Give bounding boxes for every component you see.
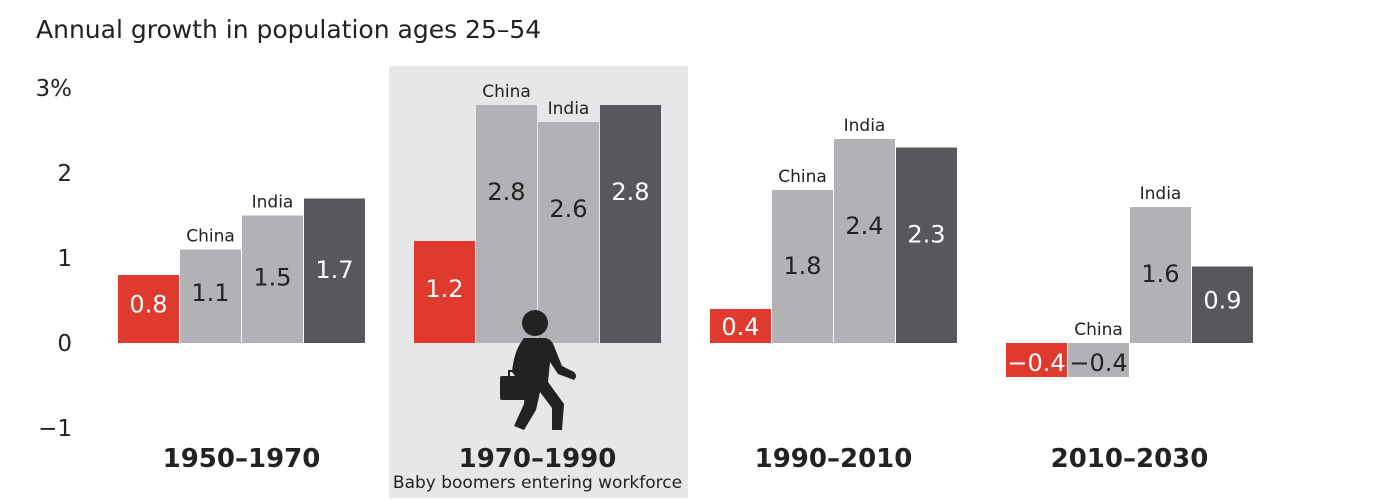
bar bbox=[896, 147, 957, 343]
country-label: India bbox=[1140, 184, 1182, 204]
bar-group: 0.4 1.8 China 2.4 India 2.3 1990–2010 bbox=[710, 116, 957, 474]
bar-value-label: −0.4 bbox=[1007, 349, 1065, 377]
bar-value-label: 2.6 bbox=[549, 195, 587, 223]
bar-groups: 0.8 1.1 China 1.5 India 1.7 1950–1970 1.2 2.8 Chi… bbox=[118, 82, 1253, 493]
bar bbox=[538, 122, 599, 343]
bar bbox=[1006, 343, 1067, 377]
bar-group: 0.8 1.1 China 1.5 India 1.7 1950–1970 bbox=[118, 193, 365, 474]
person-with-briefcase-icon bbox=[500, 310, 576, 430]
bar bbox=[1068, 343, 1129, 377]
country-label: China bbox=[482, 82, 531, 102]
bar-value-label: 2.8 bbox=[611, 178, 649, 206]
bar-value-label: 1.8 bbox=[783, 252, 821, 280]
bar-value-label: 1.7 bbox=[315, 256, 353, 284]
bar-value-label: 0.4 bbox=[721, 313, 759, 341]
y-tick-label: −1 bbox=[38, 416, 72, 442]
chart-title: Annual growth in population ages 25–54 bbox=[36, 15, 541, 44]
bar bbox=[304, 198, 365, 343]
bar bbox=[710, 309, 771, 343]
bar bbox=[476, 105, 537, 343]
y-tick-label: 0 bbox=[57, 331, 72, 357]
period-label: 2010–2030 bbox=[1051, 444, 1209, 474]
bar-value-label: 1.1 bbox=[191, 279, 229, 307]
bar-value-label: 0.9 bbox=[1203, 287, 1241, 315]
bar bbox=[242, 215, 303, 343]
bar bbox=[772, 190, 833, 343]
y-axis-ticks: 3% 2 1 0 −1 bbox=[36, 76, 73, 442]
country-label: India bbox=[844, 116, 886, 136]
bar-value-label: 2.3 bbox=[907, 221, 945, 249]
y-tick-label: 3% bbox=[36, 76, 73, 102]
bar bbox=[414, 241, 475, 343]
y-tick-label: 1 bbox=[57, 246, 72, 272]
country-label: China bbox=[186, 227, 235, 247]
period-sublabel: Baby boomers entering workforce bbox=[393, 473, 682, 493]
bar-value-label: 1.6 bbox=[1141, 260, 1179, 288]
y-tick-label: 2 bbox=[57, 161, 72, 187]
bar bbox=[834, 139, 895, 343]
bar-value-label: 1.2 bbox=[425, 275, 463, 303]
bar-value-label: 1.5 bbox=[253, 264, 291, 292]
bar bbox=[1130, 207, 1191, 343]
period-label: 1950–1970 bbox=[163, 444, 321, 474]
bar bbox=[600, 105, 661, 343]
bar-value-label: 2.4 bbox=[845, 212, 883, 240]
country-label: India bbox=[252, 193, 294, 213]
bar-group: −0.4 −0.4 China 1.6 India 0.9 2010–2030 bbox=[1006, 184, 1253, 474]
bar bbox=[118, 275, 179, 343]
country-label: India bbox=[548, 99, 590, 119]
bar-value-label: −0.4 bbox=[1069, 349, 1127, 377]
bar bbox=[180, 249, 241, 343]
country-label: China bbox=[1074, 320, 1123, 340]
bar bbox=[1192, 266, 1253, 343]
bar-value-label: 2.8 bbox=[487, 178, 525, 206]
country-label: China bbox=[778, 167, 827, 187]
bar-value-label: 0.8 bbox=[129, 290, 167, 318]
period-label: 1970–1990 bbox=[459, 444, 617, 474]
period-label: 1990–2010 bbox=[755, 444, 913, 474]
